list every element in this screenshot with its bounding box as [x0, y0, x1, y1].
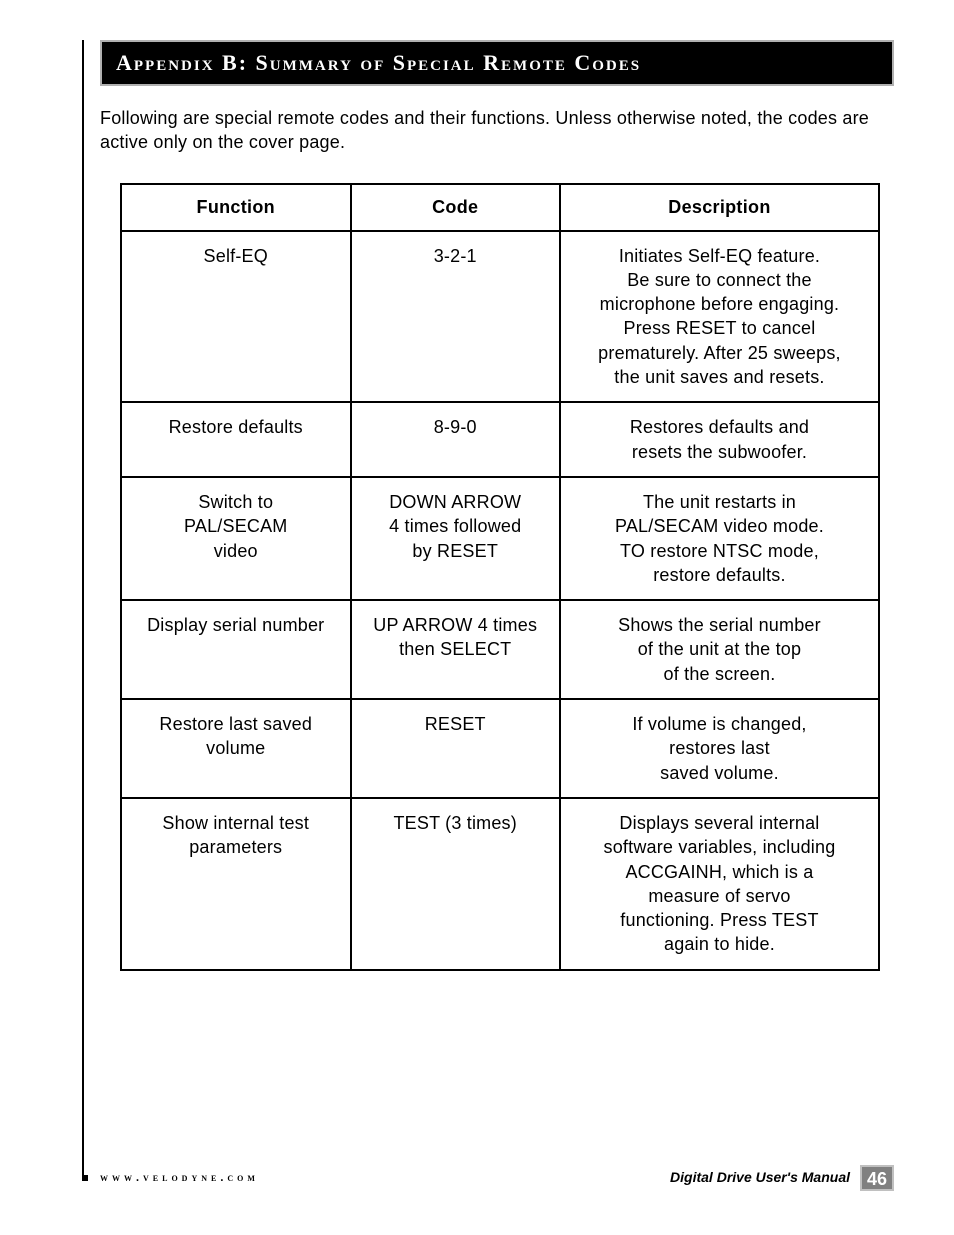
cell-function: Self-EQ: [121, 231, 351, 403]
table-body: Self-EQ 3-2-1 Initiates Self-EQ feature.…: [121, 231, 879, 970]
cell-description: Shows the serial numberof the unit at th…: [560, 600, 879, 699]
col-header-description: Description: [560, 184, 879, 231]
footer-manual-title: Digital Drive User's Manual: [670, 1169, 850, 1185]
cell-function: Switch toPAL/SECAMvideo: [121, 477, 351, 600]
cell-description: Restores defaults andresets the subwoofe…: [560, 402, 879, 477]
table-row: Restore last savedvolume RESET If volume…: [121, 699, 879, 798]
cell-description: The unit restarts inPAL/SECAM video mode…: [560, 477, 879, 600]
footer-url: www.velodyne.com: [100, 1170, 259, 1185]
cell-description: If volume is changed,restores lastsaved …: [560, 699, 879, 798]
table-row: Switch toPAL/SECAMvideo DOWN ARROW4 time…: [121, 477, 879, 600]
cell-code: TEST (3 times): [351, 798, 560, 970]
cell-description: Initiates Self-EQ feature.Be sure to con…: [560, 231, 879, 403]
cell-code: RESET: [351, 699, 560, 798]
cell-code: DOWN ARROW4 times followedby RESET: [351, 477, 560, 600]
table-header-row: Function Code Description: [121, 184, 879, 231]
cell-function: Restore defaults: [121, 402, 351, 477]
cell-description: Displays several internalsoftware variab…: [560, 798, 879, 970]
col-header-code: Code: [351, 184, 560, 231]
footer-page-number: 46: [860, 1165, 894, 1191]
table-row: Self-EQ 3-2-1 Initiates Self-EQ feature.…: [121, 231, 879, 403]
page-footer: www.velodyne.com Digital Drive User's Ma…: [0, 1159, 954, 1187]
page: Appendix B: Summary of Special Remote Co…: [0, 0, 954, 1235]
table-row: Display serial number UP ARROW 4 timesth…: [121, 600, 879, 699]
col-header-function: Function: [121, 184, 351, 231]
cell-function: Display serial number: [121, 600, 351, 699]
cell-code: 3-2-1: [351, 231, 560, 403]
cell-function: Restore last savedvolume: [121, 699, 351, 798]
cell-code: 8-9-0: [351, 402, 560, 477]
cell-code: UP ARROW 4 timesthen SELECT: [351, 600, 560, 699]
cell-function: Show internal testparameters: [121, 798, 351, 970]
appendix-title-bar: Appendix B: Summary of Special Remote Co…: [100, 40, 894, 86]
remote-codes-table: Function Code Description Self-EQ 3-2-1 …: [120, 183, 880, 971]
footer-bullet-icon: [82, 1175, 88, 1181]
vertical-rule: [82, 40, 84, 1179]
table-row: Show internal testparameters TEST (3 tim…: [121, 798, 879, 970]
intro-paragraph: Following are special remote codes and t…: [100, 106, 894, 155]
content-area: Appendix B: Summary of Special Remote Co…: [100, 40, 894, 971]
table-row: Restore defaults 8-9-0 Restores defaults…: [121, 402, 879, 477]
